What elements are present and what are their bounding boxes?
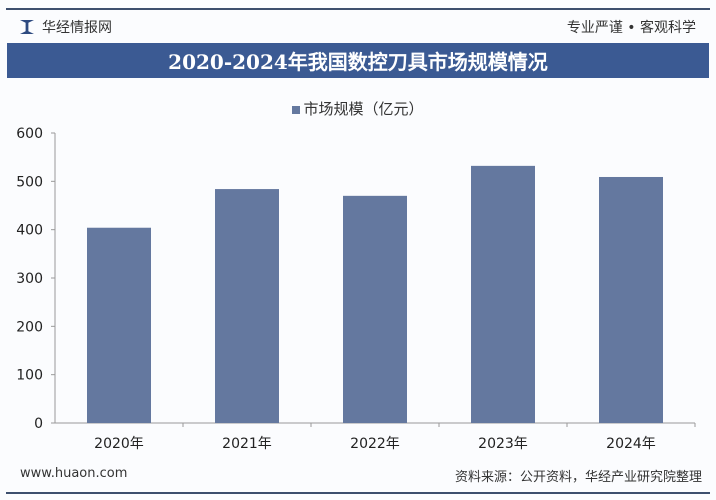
y-tick-label: 100 xyxy=(16,368,43,384)
header: 华经情报网 专业严谨 • 客观科学 xyxy=(20,14,696,40)
y-tick-label: 500 xyxy=(16,174,43,190)
legend-label: 市场规模（亿元） xyxy=(303,100,424,118)
x-tick-label: 2023年 xyxy=(478,436,528,452)
y-tick-label: 300 xyxy=(16,271,43,287)
legend-swatch xyxy=(292,105,301,114)
bar xyxy=(599,176,663,423)
legend: 市场规模（亿元） xyxy=(0,98,716,119)
y-tick-label: 600 xyxy=(16,126,43,142)
chart-title: 2020-2024年我国数控刀具市场规模情况 xyxy=(7,43,709,78)
x-tick-label: 2024年 xyxy=(606,436,656,452)
bottom-divider xyxy=(6,492,710,494)
top-divider xyxy=(6,8,710,10)
footer: www.huaon.com 资料来源：公开资料，华经产业研究院整理 xyxy=(20,466,702,485)
slogan: 专业严谨 • 客观科学 xyxy=(566,20,696,36)
source-note: 资料来源：公开资料，华经产业研究院整理 xyxy=(454,470,702,485)
website: www.huaon.com xyxy=(20,466,128,481)
bar xyxy=(215,189,279,423)
y-tick-label: 200 xyxy=(16,319,43,335)
x-tick-label: 2020年 xyxy=(94,436,144,452)
bar xyxy=(343,195,407,423)
bar xyxy=(87,227,151,423)
brand-name: 华经情报网 xyxy=(42,20,112,36)
bar xyxy=(471,165,535,423)
y-tick-label: 400 xyxy=(16,223,43,239)
y-tick-label: 0 xyxy=(34,416,43,432)
x-tick-label: 2022年 xyxy=(350,436,400,452)
brand: 华经情报网 xyxy=(20,17,112,37)
x-tick-label: 2021年 xyxy=(222,436,272,452)
